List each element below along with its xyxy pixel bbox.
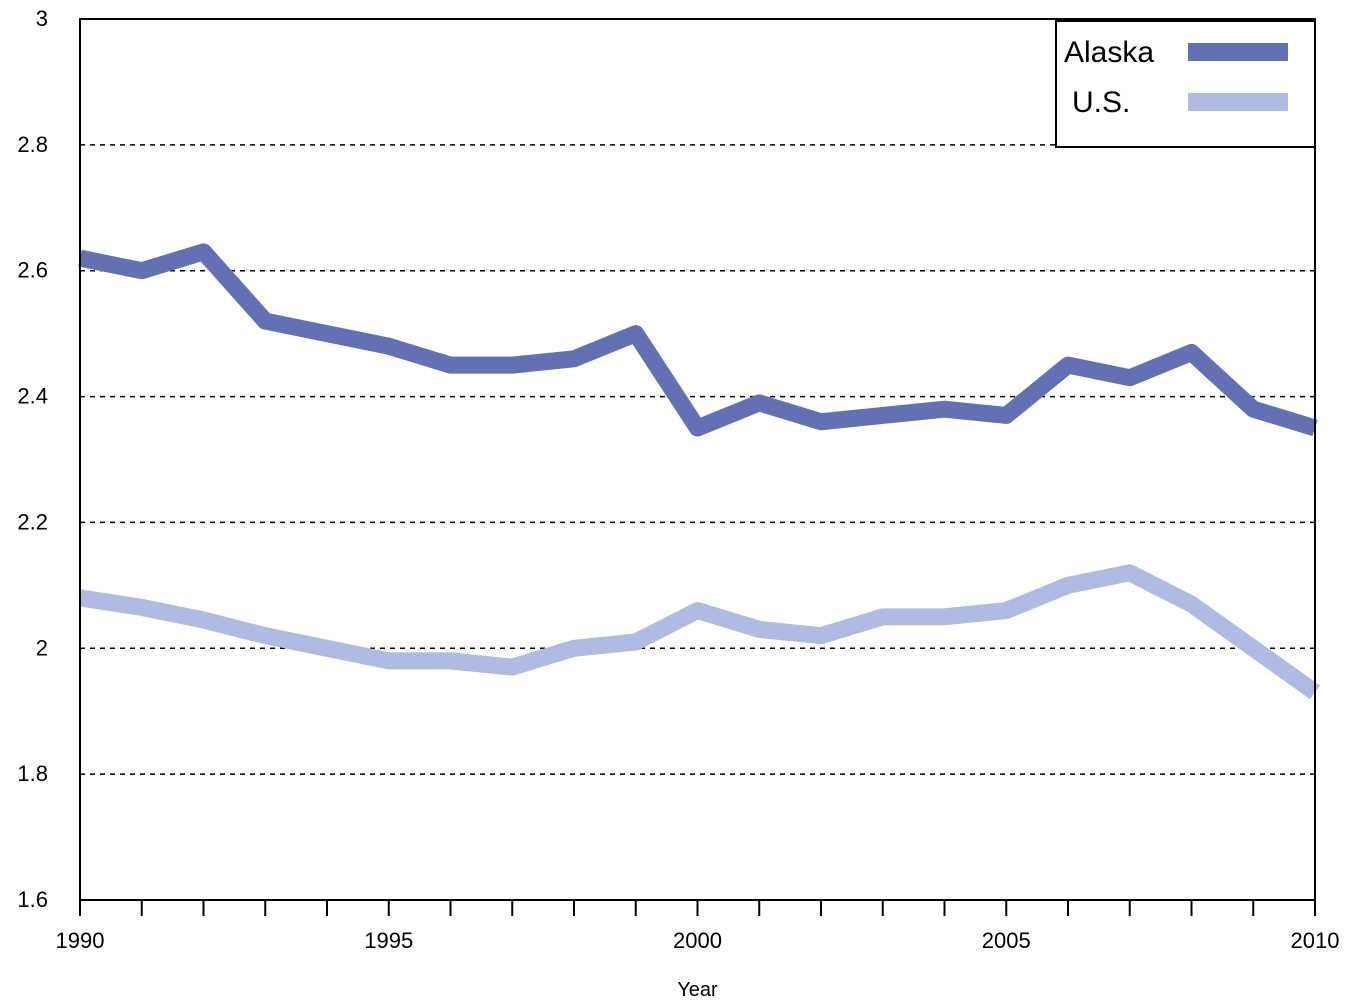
legend-swatch <box>1188 93 1288 111</box>
legend: Alaska U.S. <box>1055 20 1316 148</box>
y-tick-label: 3 <box>36 6 48 31</box>
plot-frame <box>79 18 1316 901</box>
y-axis-tick-labels: 1.6 1.8 2 2.2 2.4 2.6 2.8 3 <box>17 6 48 912</box>
y-tick-label: 2.6 <box>17 258 48 283</box>
gridlines <box>80 144 1315 775</box>
y-tick-label: 2 <box>36 635 48 660</box>
y-tick-label: 2.4 <box>17 384 48 409</box>
y-tick-label: 1.8 <box>17 761 48 786</box>
x-tick-label: 1995 <box>364 928 413 953</box>
y-tick-label: 2.2 <box>17 509 48 534</box>
legend-label: Alaska <box>1064 36 1154 69</box>
x-tick-label: 1990 <box>56 928 105 953</box>
y-tick-label: 2.8 <box>17 132 48 157</box>
series-line-us <box>78 564 1320 700</box>
x-tick-label: 2000 <box>673 928 722 953</box>
y-tick-label: 1.6 <box>17 887 48 912</box>
series-line-alaska <box>78 243 1318 437</box>
legend-swatch <box>1188 43 1288 61</box>
legend-box <box>1055 20 1316 148</box>
legend-items: Alaska U.S. <box>1064 36 1288 119</box>
series-lines <box>78 243 1320 700</box>
axis-ticks <box>79 900 1316 916</box>
x-axis-title: Year <box>677 979 718 1000</box>
x-tick-label: 2005 <box>982 928 1031 953</box>
x-axis-tick-labels: 1990 1995 2000 2005 2010 <box>56 928 1340 953</box>
x-tick-label: 2010 <box>1291 928 1340 953</box>
legend-label: U.S. <box>1072 86 1130 119</box>
